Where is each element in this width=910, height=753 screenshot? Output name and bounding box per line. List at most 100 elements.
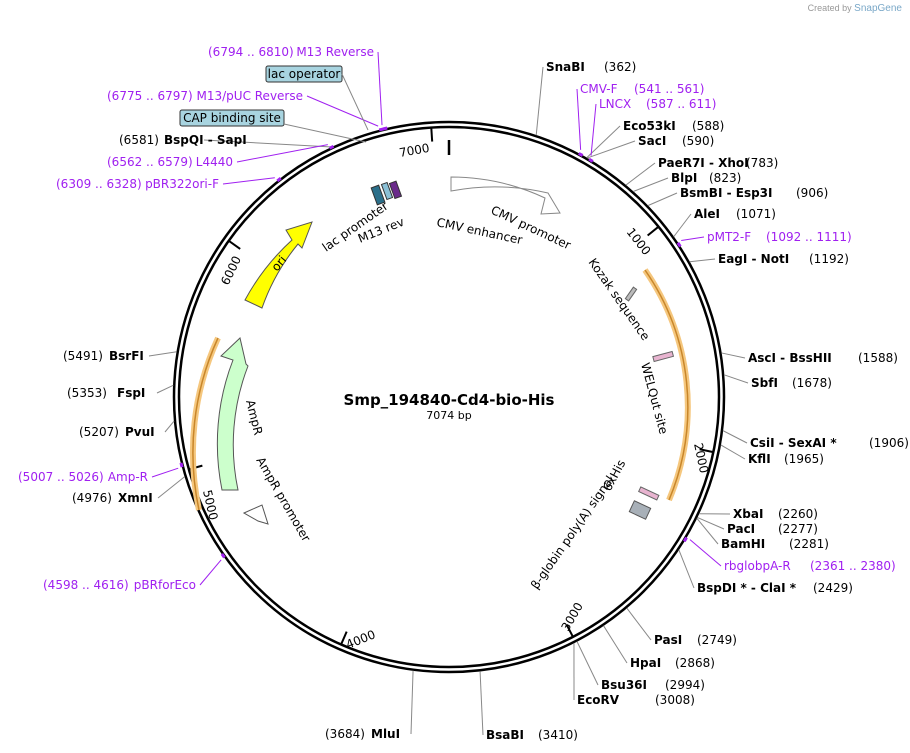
enzyme-position: (2429) <box>813 581 853 595</box>
enzyme-leader <box>697 517 725 530</box>
primer-range: (4598 .. 4616) <box>43 578 129 592</box>
enzyme-name: MluI <box>371 727 400 741</box>
primer-site-mark <box>179 462 184 468</box>
tick-label: 7000 <box>398 141 431 160</box>
primer-leader <box>236 144 328 163</box>
primer-leader <box>222 177 275 185</box>
lac-promoter-mark <box>370 184 386 206</box>
enzyme-name: Eco53kI <box>623 119 676 133</box>
cmv-promoter-arrow <box>450 176 561 215</box>
backbone-inner <box>177 125 721 669</box>
kozak-mark <box>624 286 638 302</box>
primer-name: rbglobpA-R <box>724 559 791 573</box>
backbone-outer <box>172 120 726 674</box>
enzyme-position: (783) <box>746 156 778 170</box>
feature-kozak: Kozak sequence <box>586 256 653 343</box>
orf-arrow-insert <box>644 269 689 501</box>
his-tag-mark <box>638 486 660 501</box>
primer-labels: CMV-F (541 .. 561)LNCX (587 .. 611) pMT2-F (… <box>18 45 896 592</box>
leader-lines <box>148 51 749 736</box>
feature-polya: β-globin poly(A) signal <box>528 473 617 592</box>
primer-range: (587 .. 611) <box>646 97 716 111</box>
feature-welqut: WELQut site <box>638 361 671 436</box>
enzyme-leader <box>722 430 748 444</box>
enzyme-position: (1071) <box>736 207 776 221</box>
enzyme-leader <box>576 641 599 686</box>
cap-site-leader <box>283 123 367 143</box>
tick-mark <box>699 448 714 454</box>
enzyme-name: Bsu36I <box>601 678 647 692</box>
enzyme-position: (2260) <box>778 507 818 521</box>
primer-name: CMV-F <box>580 82 618 96</box>
enzyme-position: (5491) <box>63 349 103 363</box>
enzyme-position: (1588) <box>858 351 898 365</box>
enzyme-leader <box>479 671 484 736</box>
enzyme-name: BsrFI <box>109 349 144 363</box>
welqut-mark <box>652 350 675 363</box>
enzyme-position: (906) <box>796 186 828 200</box>
lac-operator-label: lac operator <box>268 67 341 81</box>
polya-mark <box>628 500 652 520</box>
cap-site-box <box>179 109 285 127</box>
primer-name: pBR322ori-F <box>145 177 219 191</box>
enzyme-name: PaeR7I - XhoI <box>658 156 749 170</box>
primer-site-mark <box>220 552 226 559</box>
primer-leader <box>306 95 379 127</box>
enzyme-leader <box>148 351 177 357</box>
feature-ampr: AmpR <box>243 398 265 436</box>
enzyme-position: (5353) <box>67 386 107 400</box>
enzyme-leader <box>203 139 332 148</box>
plasmid-name: Smp_194840-Cd4-bio-His <box>344 391 555 409</box>
enzyme-position: (362) <box>604 60 636 74</box>
cap-site-label: CAP binding site <box>183 111 281 125</box>
primer-range: (6562 .. 6579) <box>107 155 193 169</box>
enzyme-name: XbaI <box>733 507 763 521</box>
enzyme-position: (6581) <box>119 133 159 147</box>
enzyme-name: AleI <box>694 207 720 221</box>
enzyme-labels: SnaBI (362) Eco53kI (588) SacI (590) PaeR7I - … <box>63 60 909 742</box>
enzyme-name: BspDI * - ClaI * <box>697 581 797 595</box>
enzyme-position: (2277) <box>778 522 818 536</box>
enzyme-leader <box>721 352 746 359</box>
primer-name: pBRforEco <box>134 578 196 592</box>
ampr-promoter-arrow <box>242 504 269 525</box>
primer-name: M13 Reverse <box>296 45 374 59</box>
enzyme-name: SnaBI <box>546 60 585 74</box>
enzyme-position: (3684) <box>325 727 365 741</box>
tick-mark <box>228 239 241 250</box>
enzyme-leader <box>157 476 186 499</box>
tick-mark <box>647 225 660 237</box>
enzyme-position: (4976) <box>72 491 112 505</box>
primer-site-mark <box>328 144 335 150</box>
primer-name: Amp-R <box>108 470 148 484</box>
tick-label: 5000 <box>200 489 221 522</box>
primer-leader <box>151 467 179 478</box>
primer-range: (6309 .. 6328) <box>56 177 142 191</box>
tick-label: 3000 <box>558 600 585 633</box>
enzyme-name: AscI - BssHII <box>748 351 832 365</box>
enzyme-name: HpaI <box>630 656 661 670</box>
tick-label: 2000 <box>691 442 711 475</box>
enzyme-leader <box>647 192 678 207</box>
primer-range: (6775 .. 6797) <box>107 89 193 103</box>
enzyme-position: (2868) <box>675 656 715 670</box>
primer-leader <box>377 51 383 126</box>
enzyme-position: (1678) <box>792 376 832 390</box>
primer-range: (6794 .. 6810) <box>208 45 294 59</box>
enzyme-position: (1906) <box>869 436 909 450</box>
enzyme-name: BsmBI - Esp3I <box>680 186 772 200</box>
enzyme-leader <box>603 625 628 664</box>
tick-label: 1000 <box>624 225 654 258</box>
primer-name: LNCX <box>599 97 631 111</box>
primer-range: (5007 .. 5026) <box>18 470 104 484</box>
enzyme-leader <box>689 258 716 263</box>
primer-leader <box>199 559 222 586</box>
primer-range: (2361 .. 2380) <box>810 559 896 573</box>
enzyme-position: (2281) <box>789 537 829 551</box>
primer-leader <box>689 539 722 567</box>
enzyme-leader <box>156 384 174 394</box>
enzyme-name: BamHI <box>721 537 765 551</box>
enzyme-position: (3410) <box>538 728 578 742</box>
snapgene-brand: Created by SnapGene <box>808 3 902 14</box>
